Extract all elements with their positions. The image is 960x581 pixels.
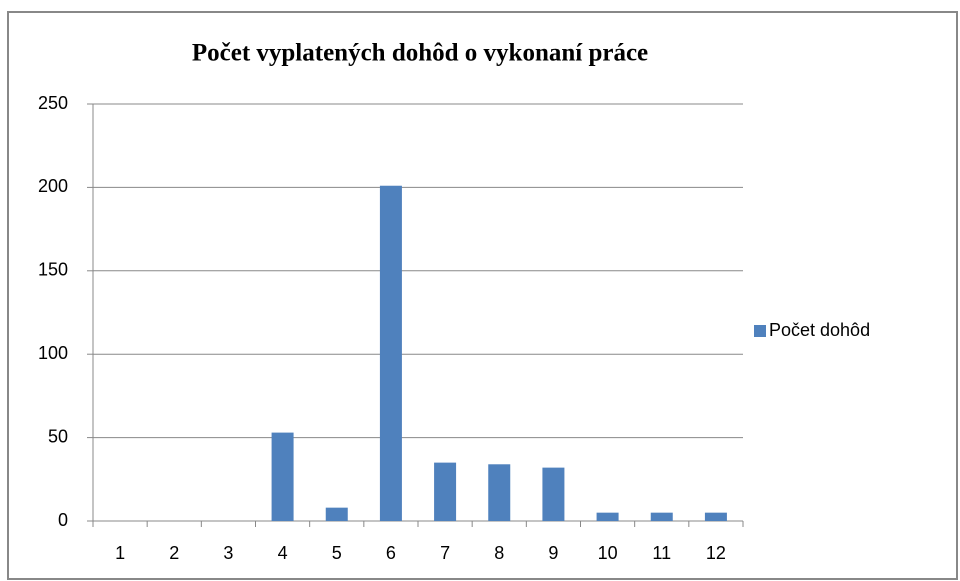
chart-border	[7, 11, 958, 580]
x-tick-label: 12	[706, 543, 726, 563]
bar	[488, 464, 511, 521]
y-tick-label: 100	[38, 343, 68, 363]
legend-label: Počet dohôd	[769, 320, 870, 340]
bar	[542, 467, 565, 521]
x-tick-label: 10	[598, 543, 618, 563]
x-tick-label: 4	[278, 543, 288, 563]
bar	[434, 462, 457, 521]
x-tick-label: 3	[223, 543, 233, 563]
y-tick-label: 150	[38, 260, 68, 280]
bar	[271, 432, 294, 521]
bar	[596, 512, 619, 521]
bar	[650, 512, 673, 521]
y-tick-label: 250	[38, 93, 68, 113]
x-tick-label: 7	[440, 543, 450, 563]
bar	[379, 185, 402, 521]
chart-title: Počet vyplatených dohôd o vykonaní práce	[192, 40, 648, 67]
x-tick-label: 11	[652, 543, 671, 563]
x-tick-label: 6	[386, 543, 396, 563]
bar	[704, 512, 727, 521]
legend-swatch	[754, 325, 766, 337]
y-tick-label: 200	[38, 176, 68, 196]
x-tick-label: 2	[169, 543, 179, 563]
x-tick-label: 9	[548, 543, 558, 563]
x-tick-label: 8	[494, 543, 504, 563]
y-tick-label: 50	[48, 426, 68, 446]
bar	[325, 507, 348, 521]
y-tick-label: 0	[58, 510, 68, 530]
x-tick-label: 1	[115, 543, 125, 563]
x-tick-label: 5	[332, 543, 342, 563]
